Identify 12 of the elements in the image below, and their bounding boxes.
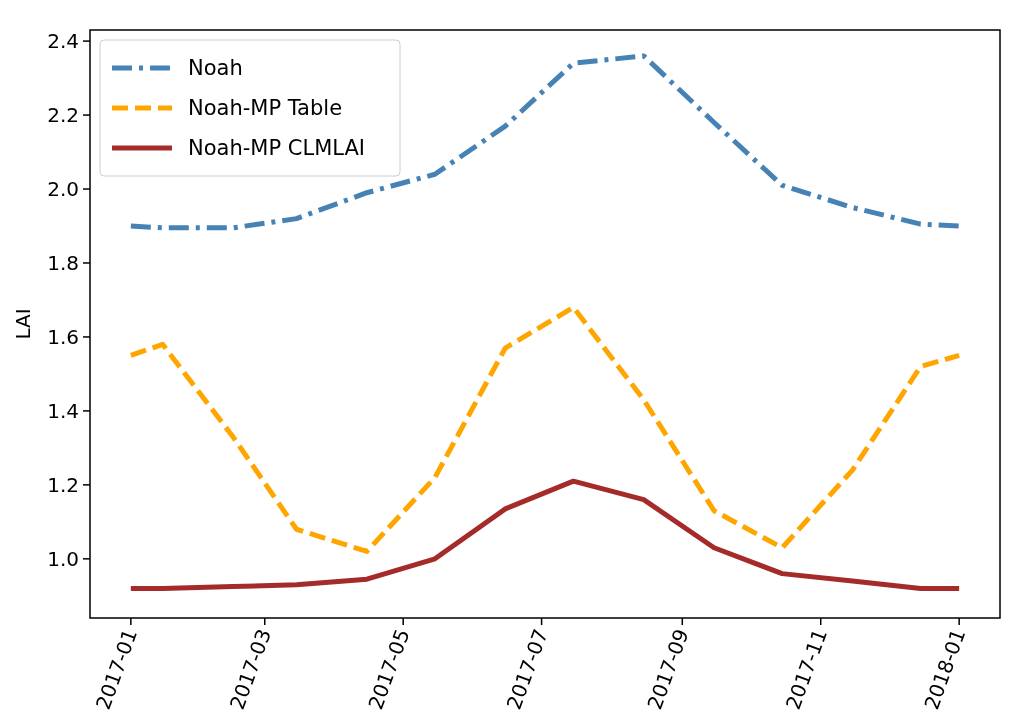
y-axis-title: LAI xyxy=(11,308,35,340)
y-tick-label: 1.4 xyxy=(47,398,79,423)
y-tick-label: 1.8 xyxy=(47,250,79,275)
y-tick-label: 2.2 xyxy=(47,103,79,128)
y-tick-label: 2.4 xyxy=(47,29,79,54)
y-tick-label: 2.0 xyxy=(47,177,79,202)
legend-label: Noah xyxy=(188,56,243,81)
y-tick-label: 1.6 xyxy=(47,324,79,349)
legend-label: Noah-MP Table xyxy=(188,96,343,121)
y-tick-label: 1.2 xyxy=(47,472,79,497)
y-tick-label: 1.0 xyxy=(47,546,79,571)
legend-label: Noah-MP CLMLAI xyxy=(188,136,365,161)
